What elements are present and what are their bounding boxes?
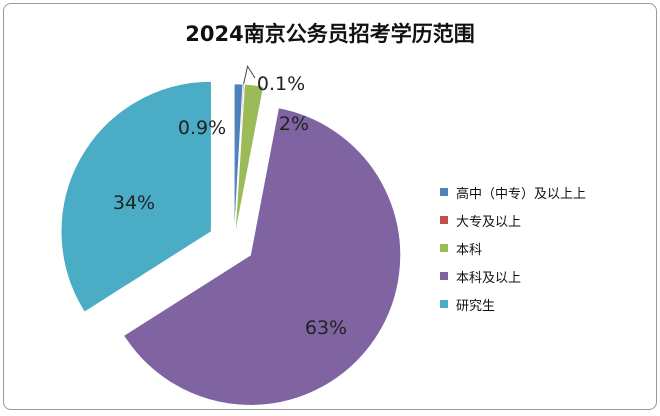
legend-swatch <box>440 272 448 280</box>
data-label: 0.1% <box>257 73 305 95</box>
pie-chart: 0.9% 0.1% 2% 63% 34% <box>60 64 401 406</box>
leader-line <box>243 64 256 85</box>
legend-item: 高中（中专）及以上上 <box>440 178 652 206</box>
legend-swatch <box>440 188 448 196</box>
data-label: 63% <box>305 317 347 339</box>
legend-label: 本科及以上 <box>456 270 522 286</box>
legend-label: 本科 <box>456 242 483 258</box>
legend-label: 高中（中专）及以上上 <box>456 186 587 202</box>
pie-slice <box>123 107 401 406</box>
data-label: 34% <box>113 192 155 214</box>
pie-slice <box>233 83 244 235</box>
pie-slices <box>60 81 401 406</box>
legend-swatch <box>440 216 448 224</box>
chart-title: 2024南京公务员招考学历范围 <box>185 22 475 46</box>
pie-slice <box>60 81 212 313</box>
pie-labels: 0.9% 0.1% 2% 63% 34% <box>113 73 347 339</box>
legend-item: 大专及以上 <box>440 206 652 234</box>
legend-label: 研究生 <box>456 298 496 314</box>
legend-swatch <box>440 300 448 308</box>
chart-frame: 2024南京公务员招考学历范围 0.9% 0.1% 2% 63% 34% 高中（中专）及… <box>3 3 657 410</box>
legend-item: 本科 <box>440 234 652 262</box>
legend-swatch <box>440 244 448 252</box>
data-label: 0.9% <box>178 117 226 139</box>
leader-lines <box>243 64 256 85</box>
legend-item: 研究生 <box>440 290 652 318</box>
legend-label: 大专及以上 <box>456 214 522 230</box>
legend-item: 本科及以上 <box>440 262 652 290</box>
pie-slice <box>234 84 264 235</box>
chart-legend: 高中（中专）及以上上 大专及以上 本科 本科及以上 研究生 <box>440 178 652 318</box>
data-label: 2% <box>279 113 309 135</box>
